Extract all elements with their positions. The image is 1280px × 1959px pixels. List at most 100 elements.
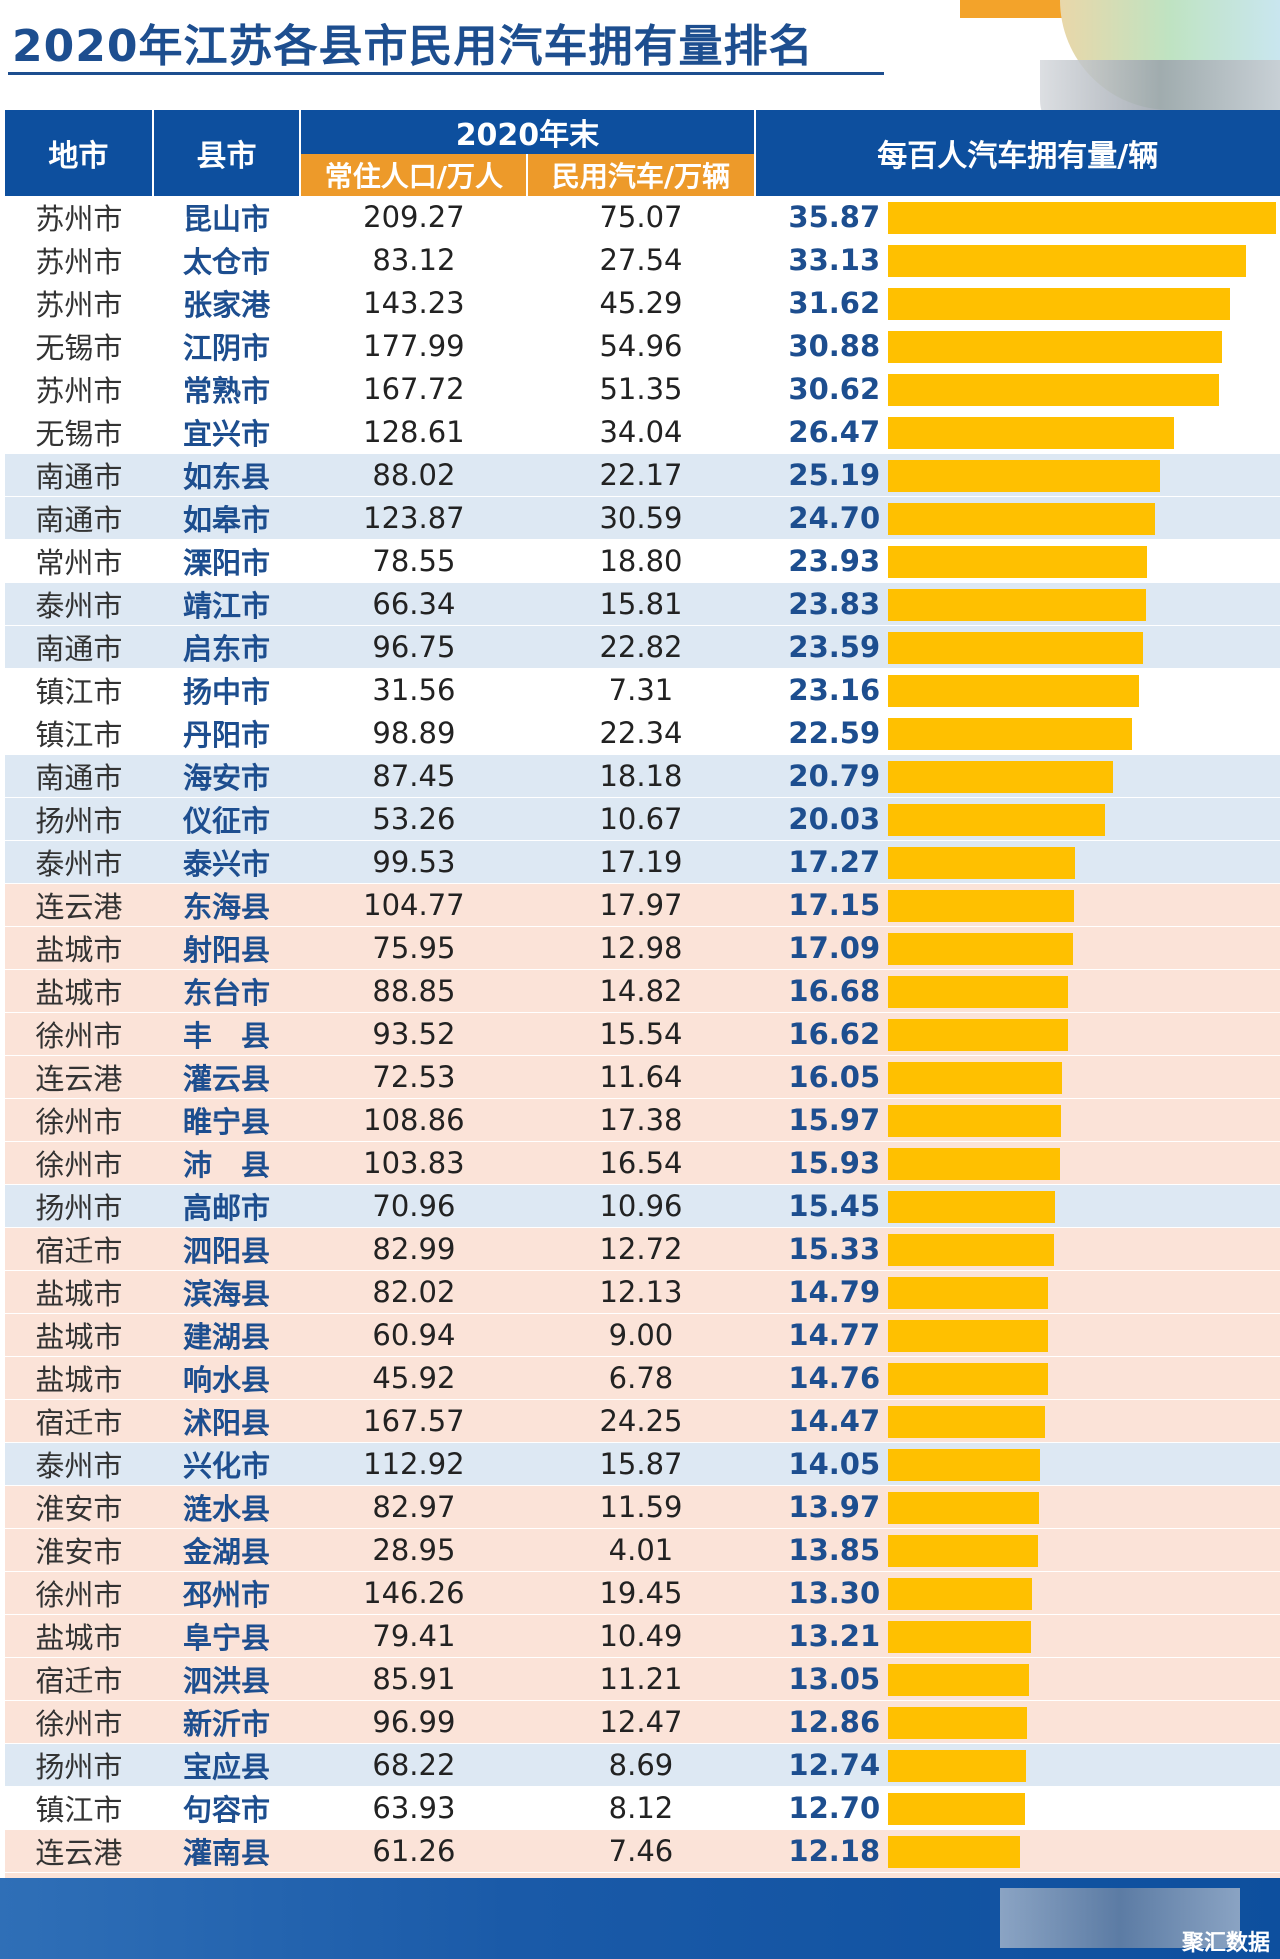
county-cell: 睢宁县: [152, 1098, 301, 1142]
bar-cell: [888, 711, 1280, 755]
city-cell: 南通市: [5, 453, 153, 497]
ratio-bar: [888, 1491, 1040, 1524]
table-row: 盐城市 射阳县 75.95 12.98 17.09: [5, 926, 1280, 970]
cars-cell: 12.72: [527, 1227, 755, 1271]
ratio-bar: [888, 803, 1106, 836]
table-row: 连云港 灌云县 72.53 11.64 16.05: [5, 1055, 1280, 1099]
city-cell: 盐城市: [5, 926, 153, 970]
table-row: 宿迁市 沭阳县 167.57 24.25 14.47: [5, 1399, 1280, 1443]
bar-cell: [888, 453, 1280, 497]
table-row: 徐州市 睢宁县 108.86 17.38 15.97: [5, 1098, 1280, 1142]
ratio-label: 15.45: [754, 1184, 889, 1228]
county-cell: 启东市: [152, 625, 301, 669]
ratio-label: 12.18: [754, 1829, 889, 1873]
cars-cell: 9.00: [527, 1313, 755, 1357]
ratio-label: 26.47: [754, 410, 889, 454]
ratio-label: 35.87: [754, 196, 889, 239]
ratio-label: 23.93: [754, 539, 889, 583]
ratio-label: 17.09: [754, 926, 889, 970]
table-row: 泰州市 兴化市 112.92 15.87 14.05: [5, 1442, 1280, 1486]
county-cell: 泰兴市: [152, 840, 301, 884]
bar-cell: [888, 1356, 1280, 1400]
ratio-label: 24.70: [754, 496, 889, 540]
city-cell: 扬州市: [5, 1743, 153, 1787]
ratio-label: 23.59: [754, 625, 889, 669]
bar-cell: [888, 840, 1280, 884]
ratio-label: 20.03: [754, 797, 889, 841]
ratio-bar: [888, 1749, 1027, 1782]
ratio-bar: [888, 717, 1133, 750]
ratio-bar: [888, 1448, 1041, 1481]
bar-cell: [888, 324, 1280, 368]
city-cell: 泰州市: [5, 840, 153, 884]
county-cell: 仪征市: [152, 797, 301, 841]
population-cell: 45.92: [300, 1356, 528, 1400]
bar-cell: [888, 1743, 1280, 1787]
population-cell: 31.56: [300, 668, 528, 712]
population-cell: 85.91: [300, 1657, 528, 1701]
bar-cell: [888, 496, 1280, 540]
city-cell: 南通市: [5, 496, 153, 540]
bar-cell: [888, 1270, 1280, 1314]
ratio-bar: [888, 1792, 1026, 1825]
county-cell: 滨海县: [152, 1270, 301, 1314]
city-cell: 盐城市: [5, 1313, 153, 1357]
bar-cell: [888, 797, 1280, 841]
city-cell: 无锡市: [5, 410, 153, 454]
cars-cell: 24.25: [527, 1399, 755, 1443]
population-cell: 88.02: [300, 453, 528, 497]
ratio-label: 16.05: [754, 1055, 889, 1099]
population-cell: 61.26: [300, 1829, 528, 1873]
county-cell: 靖江市: [152, 582, 301, 626]
county-cell: 太仓市: [152, 238, 301, 282]
table-row: 徐州市丰 县 93.52 15.54 16.62: [5, 1012, 1280, 1056]
bar-cell: [888, 754, 1280, 798]
population-cell: 99.53: [300, 840, 528, 884]
bar-cell: [888, 1313, 1280, 1357]
county-cell: 建湖县: [152, 1313, 301, 1357]
population-cell: 123.87: [300, 496, 528, 540]
population-cell: 87.45: [300, 754, 528, 798]
city-cell: 苏州市: [5, 196, 153, 239]
ratio-label: 13.21: [754, 1614, 889, 1658]
table-row: 苏州市 常熟市 167.72 51.35 30.62: [5, 367, 1280, 411]
ratio-bar: [888, 459, 1161, 492]
ratio-bar: [888, 846, 1076, 879]
footer-blur-mosaic: [1000, 1888, 1240, 1948]
bar-cell: [888, 1657, 1280, 1701]
population-cell: 63.93: [300, 1786, 528, 1830]
ratio-bar: [888, 760, 1114, 793]
ratio-label: 14.05: [754, 1442, 889, 1486]
cars-cell: 10.67: [527, 797, 755, 841]
table-row: 苏州市 昆山市 209.27 75.07 35.87: [5, 196, 1280, 239]
bar-cell: [888, 238, 1280, 282]
table-row: 盐城市 东台市 88.85 14.82 16.68: [5, 969, 1280, 1013]
county-cell: 昆山市: [152, 196, 301, 239]
city-cell: 徐州市: [5, 1098, 153, 1142]
cars-cell: 8.69: [527, 1743, 755, 1787]
city-cell: 宿迁市: [5, 1227, 153, 1271]
population-cell: 82.02: [300, 1270, 528, 1314]
cars-cell: 17.97: [527, 883, 755, 927]
ratio-label: 15.93: [754, 1141, 889, 1185]
population-cell: 209.27: [300, 196, 528, 239]
county-cell: 灌南县: [152, 1829, 301, 1873]
population-cell: 28.95: [300, 1528, 528, 1572]
city-cell: 镇江市: [5, 1786, 153, 1830]
cars-cell: 22.17: [527, 453, 755, 497]
county-cell: 宜兴市: [152, 410, 301, 454]
population-cell: 70.96: [300, 1184, 528, 1228]
cars-cell: 11.64: [527, 1055, 755, 1099]
ratio-label: 22.59: [754, 711, 889, 755]
ratio-label: 20.79: [754, 754, 889, 798]
ratio-label: 13.85: [754, 1528, 889, 1572]
table-row: 淮安市 金湖县 28.95 4.01 13.85: [5, 1528, 1280, 1572]
ratio-label: 23.16: [754, 668, 889, 712]
header-cars: 民用汽车/万辆: [527, 154, 756, 196]
population-cell: 72.53: [300, 1055, 528, 1099]
county-cell: 丹阳市: [152, 711, 301, 755]
table-row: 徐州市 新沂市 96.99 12.47 12.86: [5, 1700, 1280, 1744]
cars-cell: 30.59: [527, 496, 755, 540]
cars-cell: 17.38: [527, 1098, 755, 1142]
cars-cell: 14.82: [527, 969, 755, 1013]
